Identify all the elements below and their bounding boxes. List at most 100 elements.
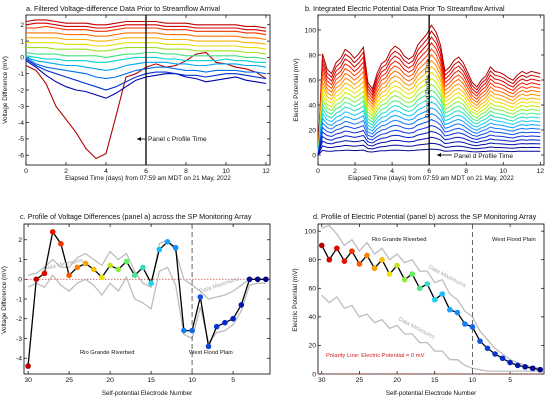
panel-d-profile-point (484, 345, 491, 352)
panel-c: c. Profile of Voltage Differences (panel… (1, 212, 271, 397)
panel-c-region-label-riverbed: Rio Grande Riverbed (80, 350, 134, 356)
panel-d-profile-point (349, 248, 355, 254)
panel-c-title: c. Profile of Voltage Differences (panel… (20, 212, 252, 221)
panel-b-xtick-label: 0 (316, 168, 320, 175)
panel-a-ytick-label: 2 (20, 22, 24, 29)
panel-c-profile-point (246, 276, 253, 283)
panel-b-ytick-label: 60 (308, 77, 316, 84)
panel-a-xtick-label: 10 (222, 168, 230, 175)
panel-a-xtick-label: 6 (144, 168, 148, 175)
panel-a-xlabel: Elapsed Time (days) from 07:59 am MDT on… (65, 175, 231, 182)
panel-b-xtick-label: 2 (353, 168, 357, 175)
panel-c-frame (23, 223, 271, 375)
panel-b-annotation: Panel d Profile Time (454, 153, 513, 160)
panel-c-profile-point (90, 266, 97, 273)
panel-c-profile-point (66, 272, 72, 279)
panel-c-profile-point (107, 262, 113, 269)
panel-b-xtick-label: 8 (464, 168, 468, 175)
panel-d-profile-point (326, 256, 333, 263)
panel-c-profile-point (189, 327, 195, 334)
panel-a-ytick-label: -6 (18, 153, 24, 160)
panel-d-profile-point (439, 291, 446, 297)
panel-d-profile-point (454, 309, 461, 316)
panel-b-xtick-label: 4 (390, 168, 394, 175)
panel-d-ytick-label: 0 (312, 371, 316, 378)
panel-b-xtick-label: 6 (427, 168, 431, 175)
panel-d-ytick-label: 20 (308, 343, 316, 350)
panel-d-profile-point (522, 364, 528, 370)
panel-c-ytick-label: -3 (16, 336, 22, 343)
panel-a: a. Filtered Voltage-difference Data Prio… (2, 4, 271, 182)
panel-b-ytick-label: 0 (312, 152, 316, 159)
panel-d-profile-point (401, 276, 408, 283)
panel-a-xtick-label: 2 (64, 168, 68, 175)
panel-c-profile-point (263, 276, 269, 283)
panel-d-profile-point (529, 365, 536, 372)
panel-d-profile-point (499, 355, 506, 362)
panel-c-data-maximums-line (27, 238, 266, 300)
panel-c-series (24, 224, 270, 374)
panel-a-xtick-label: 8 (184, 168, 188, 175)
panel-c-profile-point (41, 270, 48, 277)
panel-d-profile-point (334, 245, 340, 252)
panel-c-ytick-label: 2 (18, 237, 22, 244)
panel-d-ytick-label: 60 (308, 286, 316, 293)
panel-c-region-label-floodplain: West Flood Plain (189, 350, 233, 356)
panel-c-profile-point (205, 343, 212, 350)
panel-a-ytick-label: -3 (18, 104, 24, 111)
panel-b-xlabel: Elapsed Time (days) from 07:59 am MDT on… (348, 175, 514, 182)
panel-b-ylabel: Electric Potential (mV) (293, 58, 300, 121)
panel-d-title: d. Profile of Electric Potential (panel … (313, 212, 537, 221)
panel-c-xtick-label: 20 (106, 377, 114, 384)
panel-c-xtick-label: 30 (24, 377, 32, 384)
panel-c-profile-point (148, 280, 154, 287)
panel-c-profile-point (172, 244, 179, 251)
panel-a-xtick-label: 0 (24, 168, 28, 175)
panel-c-profile-point (25, 363, 31, 369)
panel-d-xtick-label: 20 (393, 377, 401, 384)
panel-a-xtick-label: 4 (104, 168, 108, 175)
panel-d-xtick-label: 30 (318, 377, 326, 384)
panel-d-profile-point (462, 321, 468, 327)
panel-b-vline-label: Panel d Profile Time (425, 59, 432, 118)
panel-c-profile-point (58, 240, 64, 247)
panel-a-title: a. Filtered Voltage-difference Data Prio… (26, 4, 220, 13)
panel-a-ytick-label: -2 (18, 87, 24, 94)
panel-c-profile-point (222, 319, 228, 326)
panel-b-title: b. Integrated Electric Potential Data Pr… (305, 4, 505, 13)
panel-d-region-label-floodplain: West Flood Plain (492, 237, 536, 243)
panel-a-ytick-label: 1 (20, 38, 24, 45)
panel-d-profile-point (492, 351, 498, 357)
panel-c-profile-point (99, 274, 105, 281)
panel-d-ytick-label: 100 (305, 228, 317, 235)
panel-c-xtick-label: 5 (231, 377, 235, 384)
panel-c-ticks: 30 25 20 15 10 5 -4 -3 -2 -1 0 1 2 (16, 224, 270, 384)
panel-b-ticks: 0 2 4 6 8 10 12 0 20 40 60 80 100 (305, 15, 544, 175)
panel-a-ytick-label: -5 (18, 136, 24, 143)
panel-a-ytick-label: -4 (18, 120, 24, 127)
panel-c-profile-point (140, 264, 146, 271)
panel-d-ticks: 30 25 20 15 10 5 0 20 40 60 80 100 (305, 224, 544, 384)
panel-a-xtick-label: 12 (262, 168, 270, 175)
panel-c-profile-point (254, 276, 261, 283)
panel-c-ytick-label: 0 (18, 277, 22, 284)
panel-d-profile-point (431, 296, 438, 303)
panel-d-frame (317, 223, 545, 375)
panel-d-xtick-label: 10 (469, 377, 477, 384)
panel-b-ytick-label: 80 (308, 52, 316, 59)
panel-c-profile-point (49, 229, 56, 235)
panel-c-xlabel: Self-potential Electrode Number (102, 390, 193, 397)
panel-d-profile-point (341, 258, 348, 264)
panel-c-profile-point (131, 272, 138, 279)
panel-c-profile-point (230, 315, 236, 322)
panel-d-profile-point (318, 242, 325, 249)
panel-d-profile-point (364, 252, 370, 259)
panel-d-xlabel: Self-potential Electrode Number (386, 390, 477, 397)
panel-c-profile-point (213, 323, 220, 330)
panel-c-ytick-label: -4 (16, 356, 22, 363)
panel-d-xtick-label: 25 (356, 377, 364, 384)
panel-c-profile-point (82, 260, 89, 267)
panel-c-ylabel: Voltage Difference (mV) (1, 266, 8, 334)
panel-a-ytick-label: -1 (18, 71, 24, 78)
